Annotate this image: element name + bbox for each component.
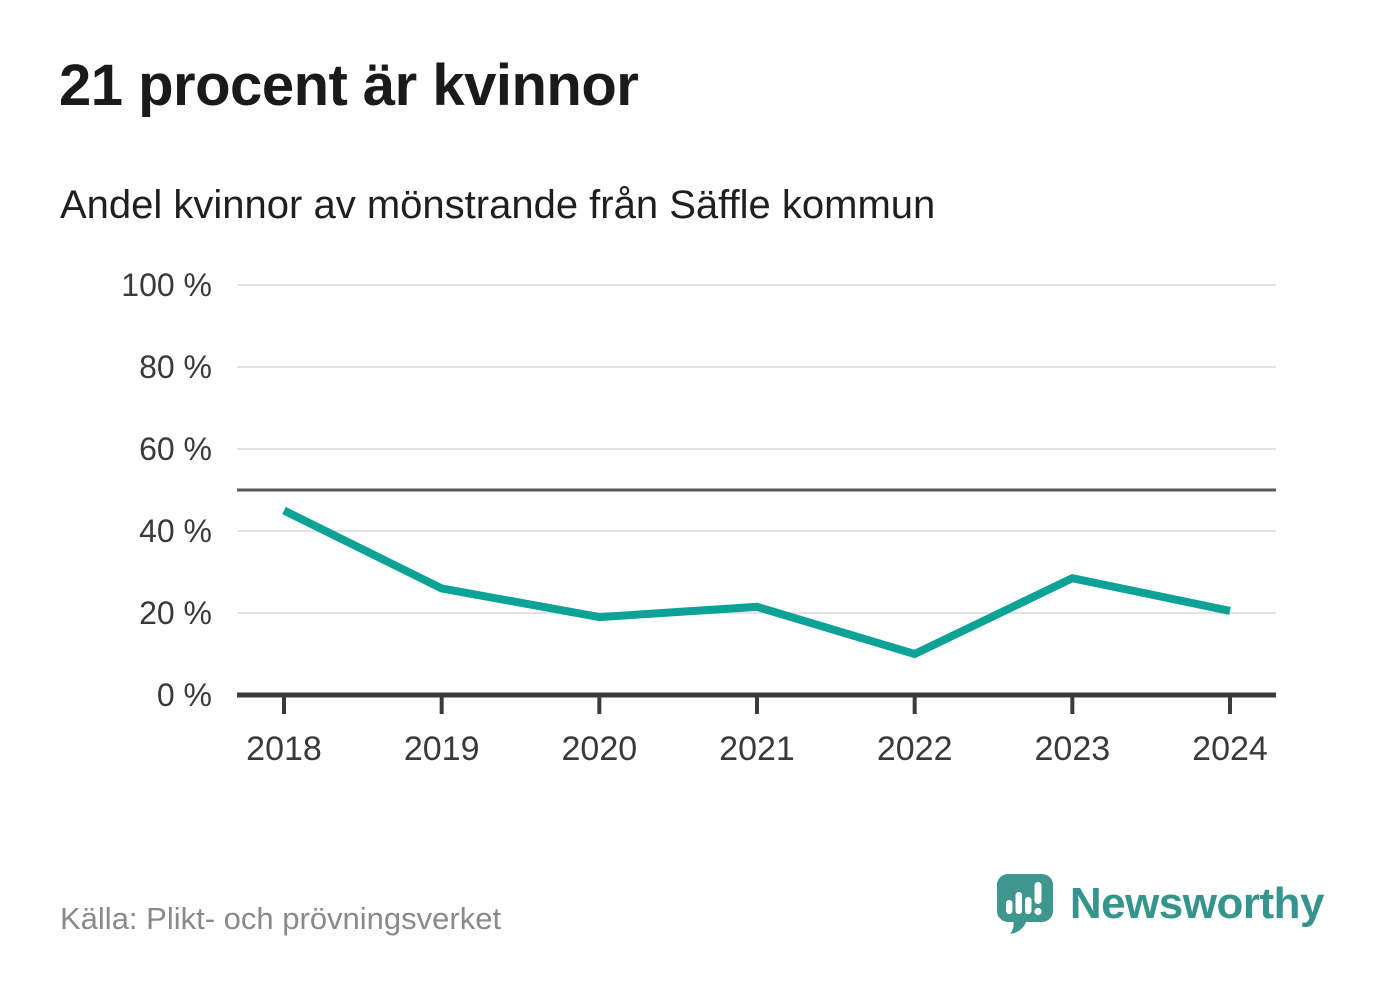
chart-subtitle: Andel kvinnor av mönstrande från Säffle … xyxy=(60,183,936,227)
newsworthy-speech-bubble-chart-icon xyxy=(996,873,1054,935)
y-tick-label: 60 % xyxy=(139,431,212,467)
y-tick-label: 0 % xyxy=(157,677,212,713)
x-tick-label: 2022 xyxy=(877,730,953,768)
x-tick-label: 2018 xyxy=(246,730,322,768)
source-caption: Källa: Plikt- och prövningsverket xyxy=(60,901,502,936)
x-tick-label: 2023 xyxy=(1035,730,1111,768)
y-tick-label: 20 % xyxy=(139,595,212,631)
y-tick-label: 100 % xyxy=(121,267,212,303)
newsworthy-logo: Newsworthy xyxy=(996,873,1325,935)
x-tick-label: 2024 xyxy=(1192,730,1268,768)
newsworthy-wordmark: Newsworthy xyxy=(1069,879,1325,928)
x-tick-label: 2020 xyxy=(562,730,638,768)
y-tick-label: 80 % xyxy=(139,349,212,385)
y-tick-label: 40 % xyxy=(139,513,212,549)
chart-title: 21 procent är kvinnor xyxy=(59,53,639,118)
x-tick-label: 2021 xyxy=(719,730,795,768)
data-line-series xyxy=(282,506,1231,659)
x-tick-label: 2019 xyxy=(404,730,480,768)
